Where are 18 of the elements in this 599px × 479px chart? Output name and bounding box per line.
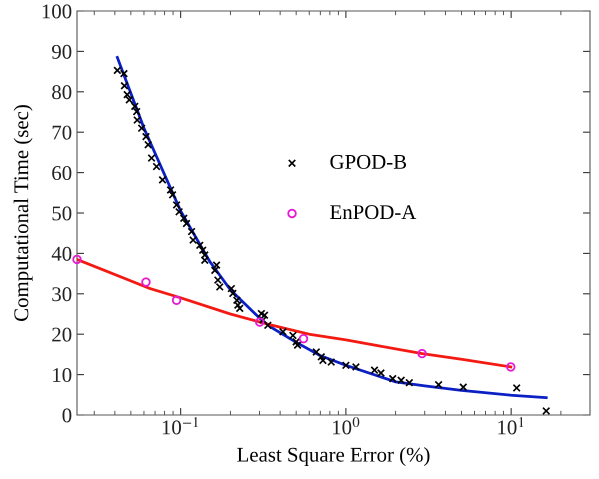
y-tick-label: 0 — [62, 408, 72, 422]
y-tick-label: 20 — [52, 328, 72, 342]
y-tick-label: 30 — [52, 287, 72, 302]
y-axis-title: Computational Time (sec) — [14, 105, 33, 321]
x-axis-title: Least Square Error (%) — [237, 447, 430, 466]
x-tick-label: 10$^{1}$ — [498, 417, 524, 434]
y-tick-label: 50 — [52, 206, 72, 220]
y-tick-label: 90 — [52, 44, 72, 59]
y-tick-label: 60 — [52, 166, 72, 180]
y-tick-label: 80 — [52, 85, 72, 100]
y-tick-label: 70 — [52, 126, 72, 140]
x-tick-label: 10$^{−1}$ — [162, 417, 198, 434]
legend-label: GPOD-B — [330, 154, 406, 169]
legend-label: EnPOD-A — [330, 205, 416, 220]
y-tick-label: 10 — [53, 368, 72, 382]
y-tick-label: 100 — [42, 4, 72, 18]
x-tick-label: 10$^{0}$ — [333, 417, 360, 434]
y-tick-label: 40 — [52, 246, 72, 261]
